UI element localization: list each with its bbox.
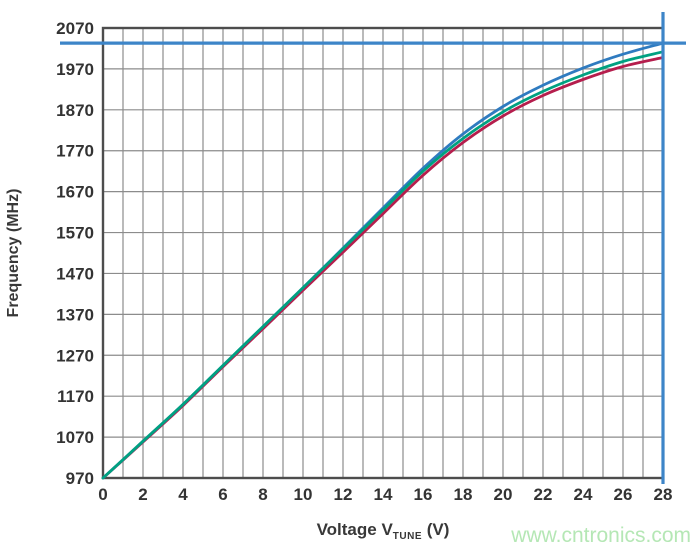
x-tick-label: 24 (574, 485, 593, 504)
x-tick-label: 26 (614, 485, 633, 504)
x-axis-title-post: (V) (422, 520, 450, 539)
y-tick-label: 1570 (56, 224, 94, 243)
y-tick-label: 1970 (56, 60, 94, 79)
x-axis-title-subscript: TUNE (392, 531, 423, 542)
x-tick-label: 20 (494, 485, 513, 504)
y-tick-label: 1070 (56, 428, 94, 447)
y-axis-title: Frequency (MHz) (5, 143, 23, 363)
y-tick-label: 1170 (57, 387, 94, 406)
x-tick-label: 8 (258, 485, 267, 504)
x-tick-label: 22 (534, 485, 553, 504)
y-tick-label: 1770 (56, 142, 94, 161)
x-tick-label: 18 (454, 485, 473, 504)
x-tick-label: 10 (294, 485, 313, 504)
x-tick-label: 2 (138, 485, 147, 504)
curve-green (101, 50, 665, 480)
y-tick-label: 1270 (56, 346, 94, 365)
x-tick-label: 0 (98, 485, 107, 504)
x-tick-label: 14 (374, 485, 393, 504)
y-tick-label: 1670 (56, 183, 94, 202)
watermark: www.cntronics.com (511, 524, 691, 547)
y-tick-label: 970 (66, 469, 94, 488)
y-tick-label: 1470 (56, 264, 94, 283)
x-axis-title-pre: Voltage V (316, 520, 393, 539)
y-tick-label: 1370 (56, 305, 94, 324)
x-tick-label: 16 (414, 485, 433, 504)
x-tick-label: 4 (178, 485, 188, 504)
y-axis-title-text: Frequency (MHz) (5, 188, 22, 318)
y-tick-label: 1870 (56, 101, 94, 120)
y-tick-label: 2070 (56, 19, 94, 38)
x-axis-title: Voltage VTUNE (V) (103, 520, 663, 542)
x-tick-label: 28 (654, 485, 673, 504)
x-tick-label: 12 (334, 485, 353, 504)
x-tick-label: 6 (218, 485, 227, 504)
